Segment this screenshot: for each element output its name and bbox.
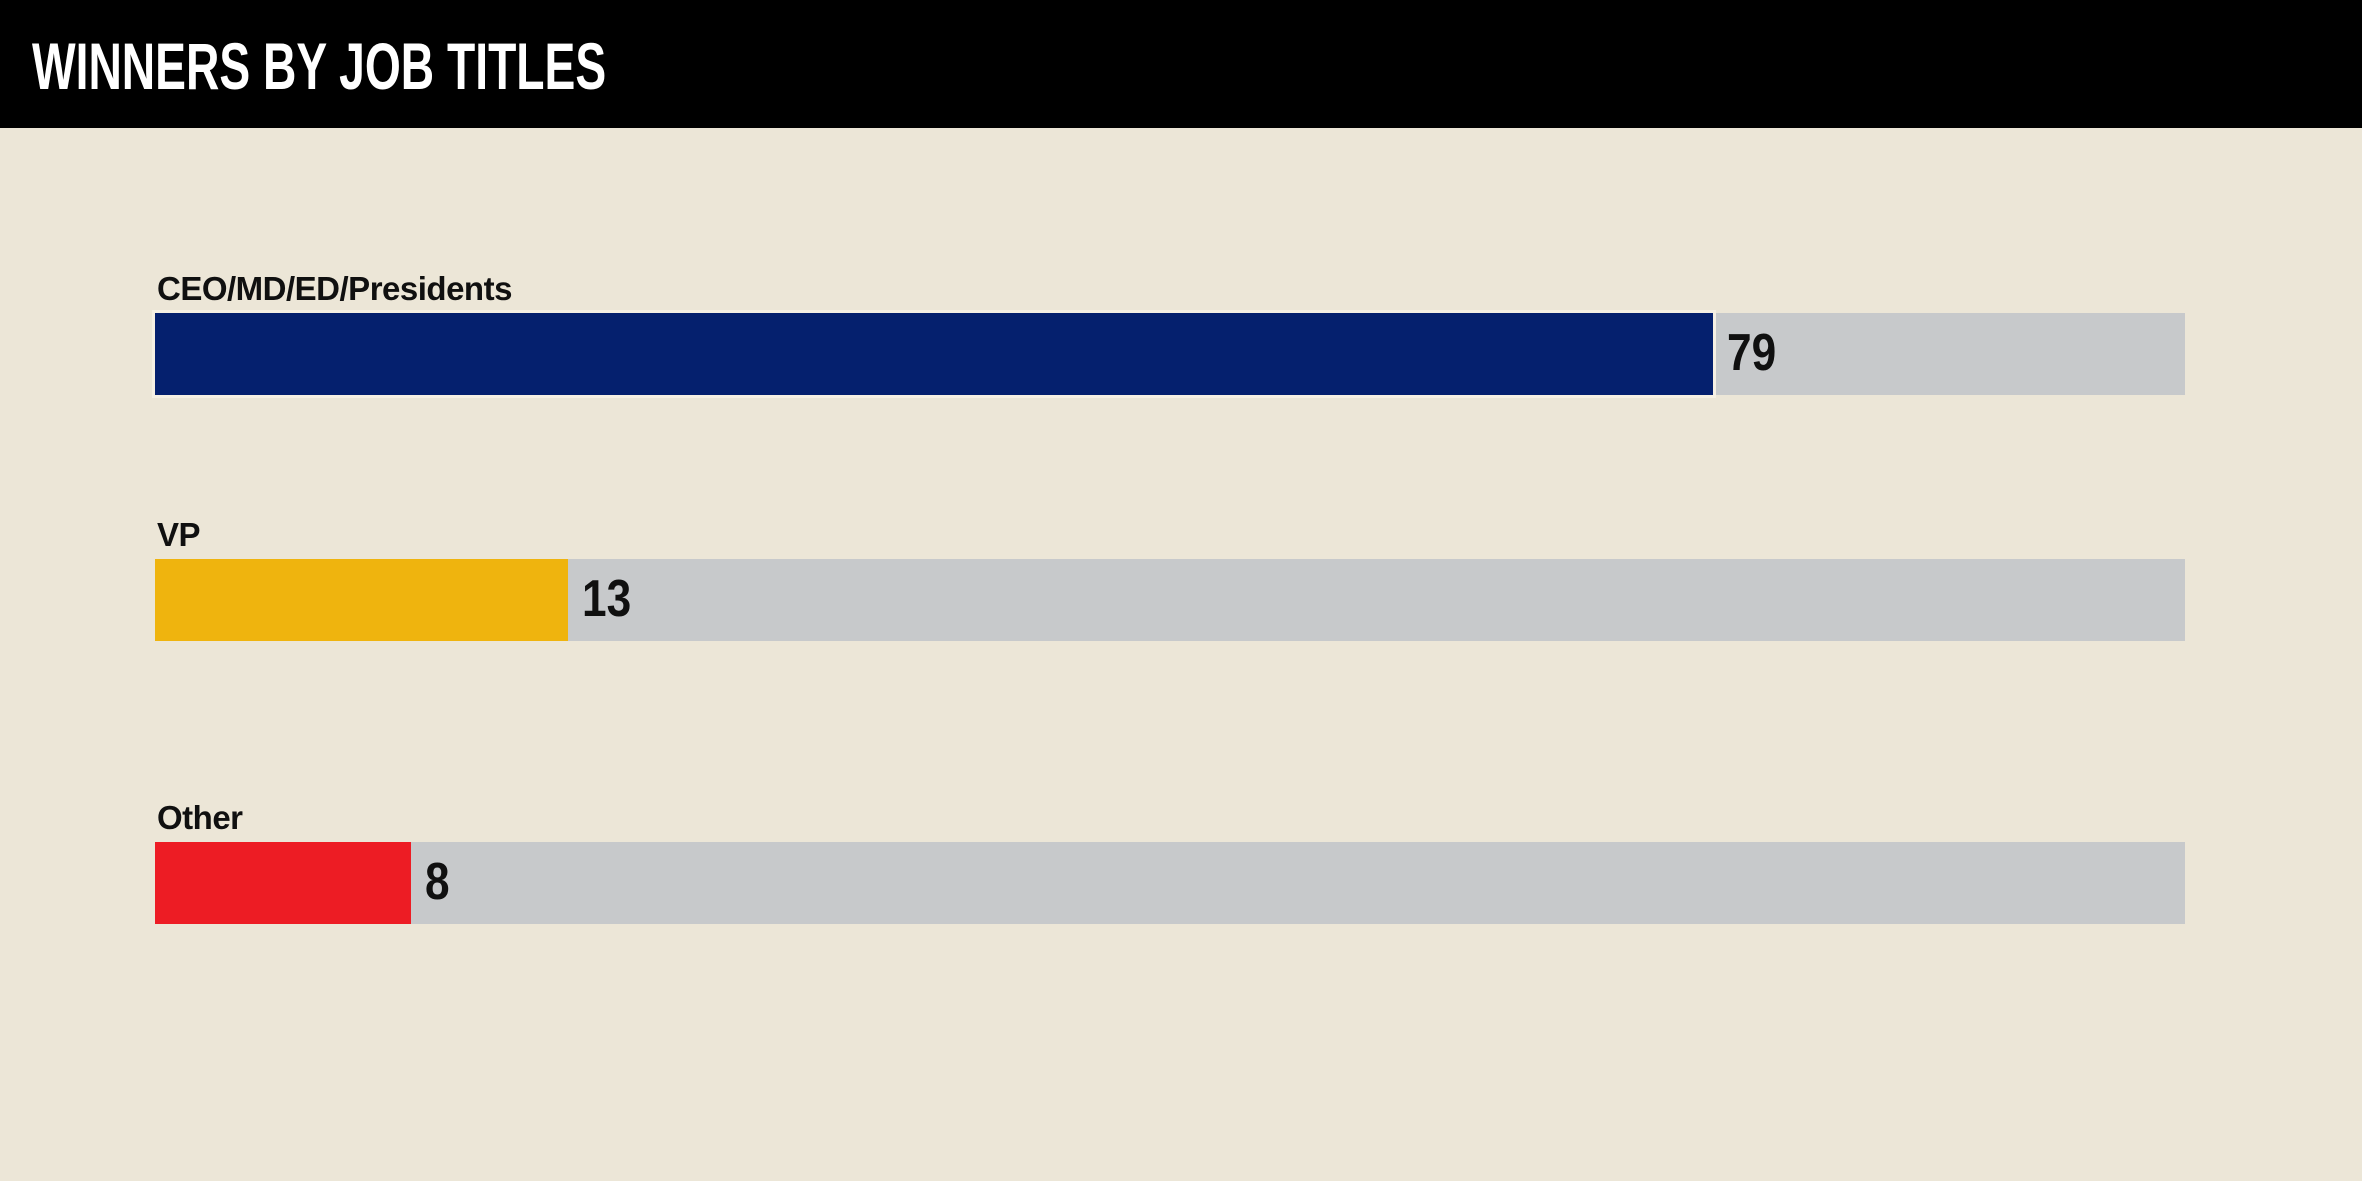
bar-value: 8 xyxy=(424,852,450,911)
bar-row: CEO/MD/ED/Presidents 79 xyxy=(155,272,2185,395)
header-bar: WINNERS BY JOB TITLES xyxy=(0,0,2362,128)
bar-label: CEO/MD/ED/Presidents xyxy=(157,270,512,307)
bar-label: Other xyxy=(157,799,243,836)
page-title: WINNERS BY JOB TITLES xyxy=(32,29,607,103)
bar-fill xyxy=(155,842,411,924)
bar-chart: CEO/MD/ED/Presidents 79 VP 13 Other 8 xyxy=(0,128,2362,1181)
bar-value: 79 xyxy=(1727,323,1777,382)
bar-track xyxy=(155,842,2185,924)
bar-label: VP xyxy=(157,516,201,553)
bar-fill xyxy=(155,559,568,641)
bar-value: 13 xyxy=(581,569,632,628)
bar-fill xyxy=(155,313,1714,395)
bar-row: VP 13 xyxy=(155,518,2185,641)
bar-row: Other 8 xyxy=(155,801,2185,924)
